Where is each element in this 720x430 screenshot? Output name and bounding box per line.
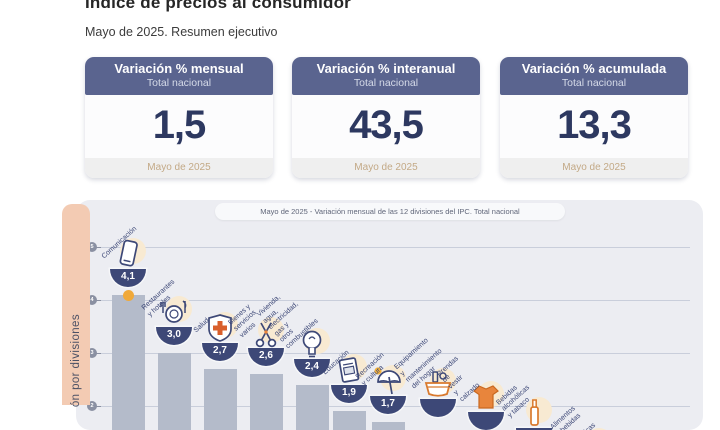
- side-axis-label: ón por divisiones: [70, 313, 82, 407]
- stat-card-header: Variación % mensual Total nacional: [85, 57, 273, 95]
- y-axis-tick-label: 5: [87, 242, 97, 252]
- y-axis-tick-label: 3: [87, 348, 97, 358]
- sun-dot: [122, 290, 134, 301]
- stat-card-yoy: Variación % interanual Total nacional 43…: [292, 57, 480, 178]
- bar-value-badge: 2,4: [294, 359, 330, 377]
- personal-care-icon: [248, 315, 284, 351]
- health-shield-icon: [202, 310, 238, 346]
- stat-card-period: Mayo de 2025: [500, 158, 688, 178]
- y-axis-tick-stem: [96, 300, 101, 301]
- restaurant-icon: [156, 294, 192, 330]
- bar: [111, 295, 145, 430]
- stat-card-value: 43,5: [349, 103, 424, 147]
- bar-value-badge: 4,1: [110, 269, 146, 287]
- clothing-icon: [468, 379, 504, 415]
- stat-card-header: Variación % interanual Total nacional: [292, 57, 480, 95]
- bar: [371, 422, 405, 430]
- stat-card-monthly: Variación % mensual Total nacional 1,5 M…: [85, 57, 273, 178]
- stat-card-value: 13,3: [557, 103, 632, 147]
- y-gridline: [100, 247, 690, 248]
- stat-card-period: Mayo de 2025: [85, 158, 273, 178]
- household-basket-icon: [420, 366, 456, 402]
- bar-value-badge: 3,0: [156, 327, 192, 345]
- stat-card-title: Variación % acumulada: [521, 61, 667, 76]
- y-gridline: [100, 353, 690, 354]
- stat-card-value: 1,5: [152, 103, 207, 147]
- stat-card-accumulated: Variación % acumulada Total nacional 13,…: [500, 57, 688, 178]
- chart-title: Mayo de 2025 - Variación mensual de las …: [215, 203, 565, 220]
- stat-card-period: Mayo de 2025: [292, 158, 480, 178]
- bar: [295, 385, 329, 430]
- stat-card-scope: Total nacional: [146, 77, 212, 89]
- stat-card-header: Variación % acumulada Total nacional: [500, 57, 688, 95]
- bar-value-badge: 2,6: [248, 348, 284, 366]
- bar: [203, 369, 237, 430]
- stat-card-title: Variación % mensual: [114, 61, 244, 76]
- bar: [249, 374, 283, 430]
- stat-card-title: Variación % interanual: [316, 61, 456, 76]
- lightbulb-icon: [294, 326, 330, 362]
- y-gridline: [100, 300, 690, 301]
- stat-card-scope: Total nacional: [561, 77, 627, 89]
- beach-umbrella-icon: [370, 363, 406, 399]
- notebook-icon: [331, 352, 367, 388]
- phone-icon: [110, 236, 146, 272]
- stat-card-scope: Total nacional: [353, 77, 419, 89]
- y-axis-tick-label: 4: [87, 295, 97, 305]
- y-axis-tick-stem: [96, 353, 101, 354]
- bar: [157, 353, 191, 430]
- bar-value-badge: 1,9: [331, 385, 367, 403]
- bar-value-badge: 2,7: [202, 343, 238, 361]
- y-axis-tick-stem: [96, 247, 101, 248]
- bar: [332, 411, 366, 430]
- side-axis-tab: ón por divisiones: [62, 204, 90, 407]
- page-title: Índice de precios al consumidor: [85, 0, 351, 12]
- ipc-divisions-bar-chart: 5 4 3 2 4,1 Comunicación 3,0 Restaurantes y hot…: [76, 200, 703, 430]
- page-subtitle: Mayo de 2025. Resumen ejecutivo: [85, 25, 278, 39]
